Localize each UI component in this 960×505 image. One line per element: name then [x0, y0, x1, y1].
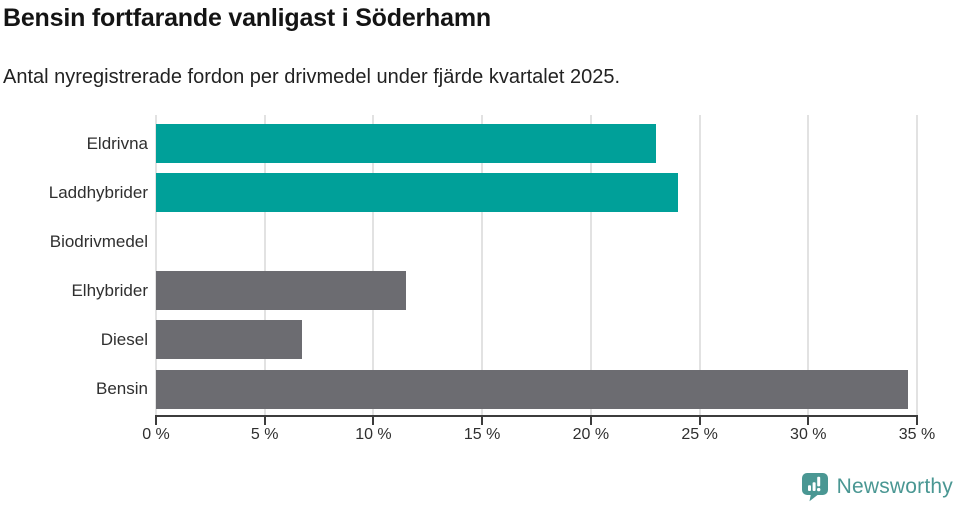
gridline-30: [807, 115, 810, 417]
x-axis-line: [155, 415, 918, 417]
category-label-diesel: Diesel: [100, 329, 148, 349]
category-label-bensin: Bensin: [96, 379, 148, 398]
bar-eldrivna: [156, 124, 657, 163]
gridline-0: [155, 115, 157, 417]
brand-name: Newsworthy: [836, 475, 953, 498]
tick-mark-25: [698, 417, 701, 425]
tick-mark-35: [916, 417, 918, 425]
gridline-5: [263, 115, 266, 417]
category-label-elhybrider: Elhybrider: [71, 280, 148, 300]
newsworthy-logo-icon: [801, 473, 828, 502]
gridline-20: [589, 115, 592, 417]
tick-label-20: 20 %: [572, 426, 610, 443]
tick-mark-30: [807, 417, 810, 425]
bar-elhybrider: [156, 271, 407, 311]
tick-label-10: 10 %: [355, 426, 392, 443]
category-label-laddhybrider: Laddhybrider: [48, 182, 148, 202]
brand-footer: Newsworthy: [801, 471, 953, 503]
chart-title: Bensin fortfarande vanligast i Söderhamn: [3, 4, 491, 32]
tick-mark-5: [263, 417, 266, 425]
chart-subtitle: Antal nyregistrerade fordon per drivmede…: [3, 66, 621, 88]
bar-laddhybrider: [156, 173, 678, 213]
tick-label-5: 5 %: [250, 426, 279, 443]
category-label-eldrivna: Eldrivna: [86, 133, 148, 153]
tick-label-25: 25 %: [681, 426, 718, 443]
tick-mark-10: [372, 417, 375, 425]
tick-mark-15: [481, 417, 484, 425]
tick-label-30: 30 %: [790, 426, 827, 443]
gridline-35: [916, 115, 918, 417]
gridline-15: [481, 115, 484, 417]
bar-diesel: [156, 320, 302, 360]
tick-mark-20: [589, 417, 592, 425]
plot-area: [155, 115, 918, 417]
category-axis: Eldrivna Laddhybrider Biodrivmedel Elhybrid…: [0, 115, 148, 417]
x-axis: 0 % 5 % 10 % 15 % 20 % 25 % 30 % 35 %: [142, 415, 935, 455]
gridline-25: [698, 115, 701, 417]
gridline-10: [372, 115, 375, 417]
tick-label-0: 0 %: [142, 426, 170, 443]
tick-label-35: 35 %: [898, 426, 936, 443]
bar-bensin: [156, 369, 909, 409]
category-label-biodrivmedel: Biodrivmedel: [49, 231, 148, 251]
tick-label-15: 15 %: [463, 426, 501, 443]
tick-mark-0: [155, 417, 157, 425]
